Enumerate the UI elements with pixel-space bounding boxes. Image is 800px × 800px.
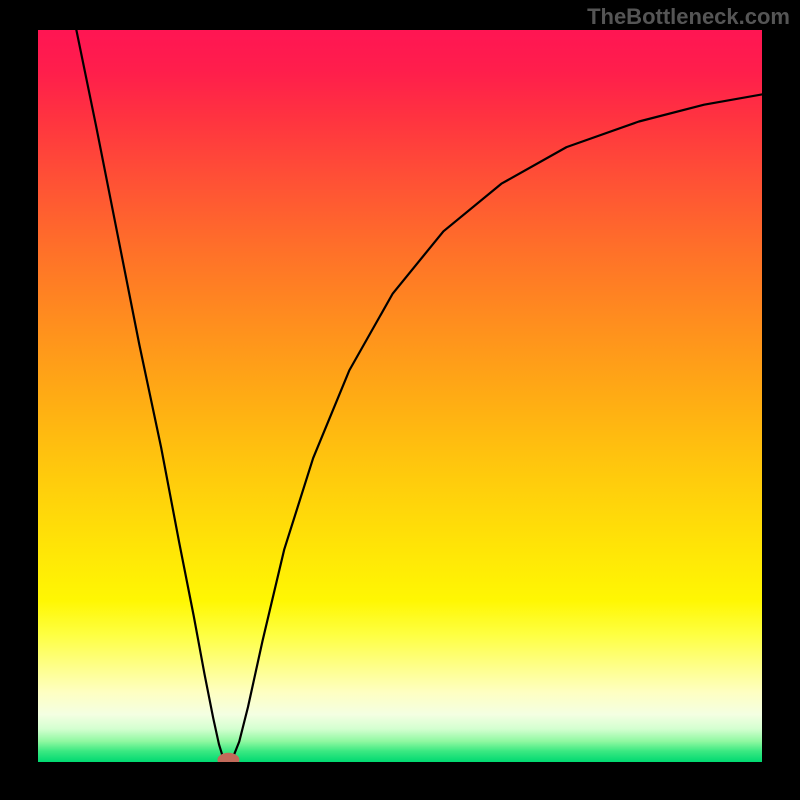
chart-frame: TheBottleneck.com <box>0 0 800 800</box>
watermark-text: TheBottleneck.com <box>587 4 790 30</box>
plot-area <box>38 30 762 762</box>
gradient-background <box>38 30 762 762</box>
chart-svg <box>38 30 762 762</box>
